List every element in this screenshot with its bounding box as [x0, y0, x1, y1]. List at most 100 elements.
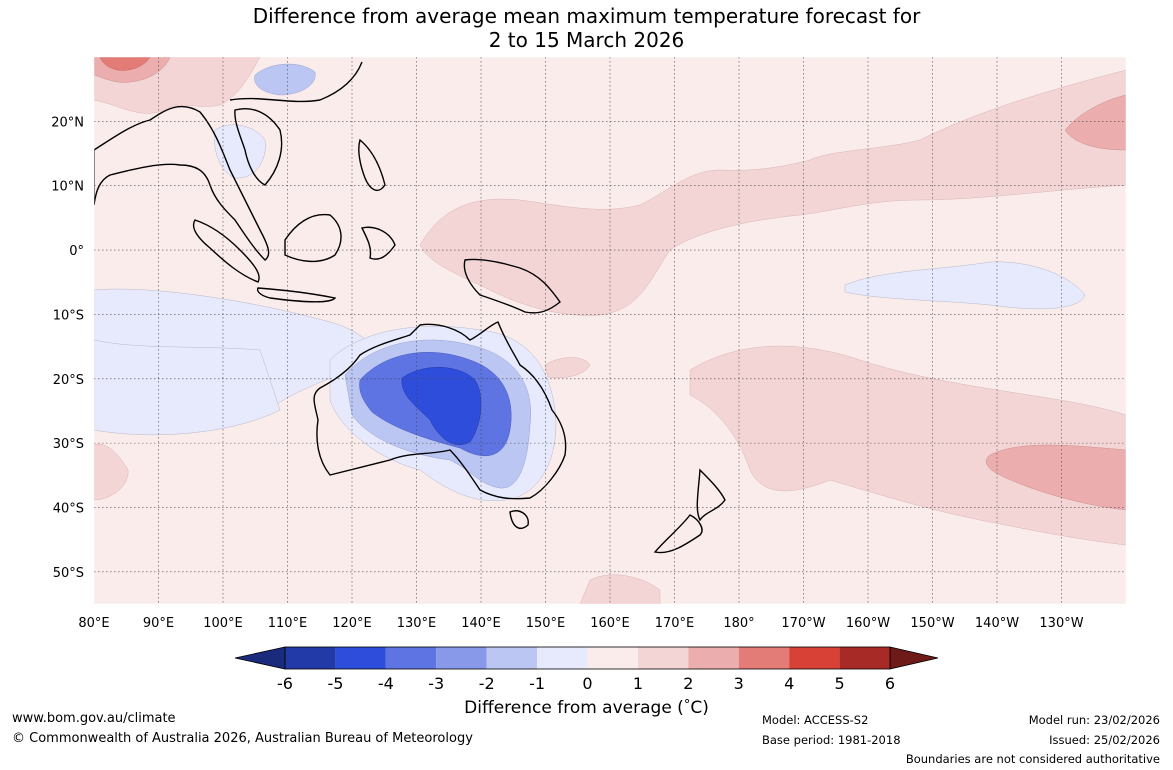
colorbar-tick-label: -1: [529, 674, 545, 693]
lat-label: 10°N: [51, 180, 84, 195]
colorbar-unit-letter: C: [690, 698, 703, 718]
title-line-1: Difference from average mean maximum tem…: [252, 4, 921, 28]
lon-label: 140°W: [975, 616, 1019, 631]
colorbar-high-extend: [889, 646, 939, 670]
latitude-labels: 20°N 10°N 0° 10°S 20°S 30°S 40°S 50°S: [51, 115, 84, 580]
colorbar-tick-label: -2: [479, 674, 495, 693]
java-coastline: [256, 287, 337, 303]
southern-ocean-warm-patch: [544, 357, 591, 379]
colorbar-segment: [285, 647, 336, 669]
degree-symbol: °: [683, 698, 691, 713]
colorbar-segment: [537, 647, 588, 669]
central-pacific-warm-band: [419, 69, 1126, 316]
chart-title: Difference from average mean maximum tem…: [0, 4, 1173, 52]
model-name: Model: ACCESS-S2: [762, 713, 869, 727]
colorbar-low-extend: [234, 646, 286, 670]
lon-label: 160°W: [846, 616, 890, 631]
lat-label: 30°S: [53, 437, 84, 452]
colorbar-tick-label: 5: [834, 674, 844, 693]
northeast-pacific-plus-2: [1064, 94, 1126, 151]
colorbar-tick-label: 6: [885, 674, 895, 693]
lon-label: 90°E: [143, 616, 174, 631]
lat-label: 10°S: [53, 308, 84, 323]
lat-label: 50°S: [53, 566, 84, 581]
china-coast: [229, 61, 363, 103]
north-pacific-cool-patch: [844, 261, 1086, 310]
colorbar-tick-label: -5: [327, 674, 343, 693]
base-period: Base period: 1981-2018: [762, 733, 901, 747]
colorbar-segment: [738, 647, 790, 669]
sumatra-coastline: [192, 219, 260, 283]
lon-label: 140°E: [461, 616, 501, 631]
new-guinea-coastline: [463, 258, 561, 314]
colorbar-segment: [839, 647, 890, 669]
lat-label: 40°S: [53, 501, 84, 516]
colorbar-segment: [789, 647, 840, 669]
tasman-warm-patch: [579, 574, 661, 604]
australia-coastline: [313, 321, 567, 500]
lon-label: 120°E: [332, 616, 372, 631]
colorbar-tick-label: 3: [734, 674, 744, 693]
colorbar-outline: [284, 646, 891, 670]
southeast-pacific-plus-2: [985, 444, 1126, 511]
lon-label: 130°W: [1039, 616, 1083, 631]
gridlines: [94, 57, 1126, 604]
south-china-warm-plus-3: [99, 57, 151, 71]
colorbar-segment: [486, 647, 538, 669]
lat-label: 20°N: [51, 115, 84, 130]
colorbar-segment: [385, 647, 437, 669]
sulawesi-coastline: [360, 226, 396, 260]
tasmania-coastline: [509, 510, 529, 529]
boundaries-disclaimer: Boundaries are not considered authoritat…: [905, 752, 1160, 766]
indochina-coastline: [234, 108, 283, 186]
colorbar-tick-label: -6: [277, 674, 293, 693]
lon-label: 180°: [723, 616, 754, 631]
issued-date: Issued: 25/02/2026: [1049, 733, 1160, 747]
model-run-date: Model run: 23/02/2026: [1028, 713, 1160, 727]
website-link[interactable]: www.bom.gov.au/climate: [12, 711, 176, 726]
colorbar: -6 -5 -4 -3 -2 -1 0 1 2 3 4 5 6: [234, 646, 939, 693]
south-china-sea-cool: [214, 124, 266, 179]
philippines-coastline: [358, 138, 386, 192]
lon-label: 100°E: [203, 616, 243, 631]
lat-label: 20°S: [53, 373, 84, 388]
colorbar-title-end: ): [702, 698, 709, 718]
lon-label: 170°E: [655, 616, 695, 631]
title-line-2: 2 to 15 March 2026: [488, 28, 685, 52]
colorbar-tick-label: 4: [784, 674, 794, 693]
lon-label: 110°E: [268, 616, 308, 631]
colorbar-tick-label: -4: [378, 674, 394, 693]
australia-cool-minus-4: [401, 367, 482, 445]
colorbar-tick-label: 0: [582, 674, 592, 693]
coastlines: [94, 61, 726, 554]
colorbar-title: Difference from average (°C): [0, 698, 1173, 718]
lon-label: 150°E: [526, 616, 566, 631]
colorbar-title-text: Difference from average (: [464, 698, 684, 718]
lon-label: 80°E: [78, 616, 109, 631]
colorbar-segment: [688, 647, 739, 669]
lon-label: 150°W: [910, 616, 954, 631]
colorbar-segment: [335, 647, 386, 669]
colorbar-tick-label: 2: [683, 674, 693, 693]
asia-mainland-coastline: [94, 105, 270, 261]
copyright-text: © Commonwealth of Australia 2026, Austra…: [12, 731, 473, 746]
colorbar-segment: [436, 647, 487, 669]
lon-label: 130°E: [397, 616, 437, 631]
map-area: [94, 57, 1126, 604]
colorbar-tick-label: 1: [633, 674, 643, 693]
borneo-coastline: [284, 213, 342, 263]
east-indian-warm-patch: [94, 443, 129, 501]
longitude-labels: 80°E 90°E 100°E 110°E 120°E 130°E 140°E 150°E 16…: [78, 616, 1083, 631]
lon-label: 160°E: [590, 616, 630, 631]
colorbar-segment: [587, 647, 638, 669]
indian-ocean-cool-band-2: [94, 339, 281, 436]
north-pacific-cool-patch-2: [254, 63, 316, 96]
lat-label: 0°: [69, 244, 84, 259]
new-zealand-north-island: [696, 468, 726, 522]
colorbar-segment: [637, 647, 689, 669]
colorbar-tick-label: -3: [428, 674, 444, 693]
lon-label: 170°W: [781, 616, 825, 631]
new-zealand-south-island: [653, 514, 703, 554]
south-pacific-warm-band: [689, 345, 1126, 546]
